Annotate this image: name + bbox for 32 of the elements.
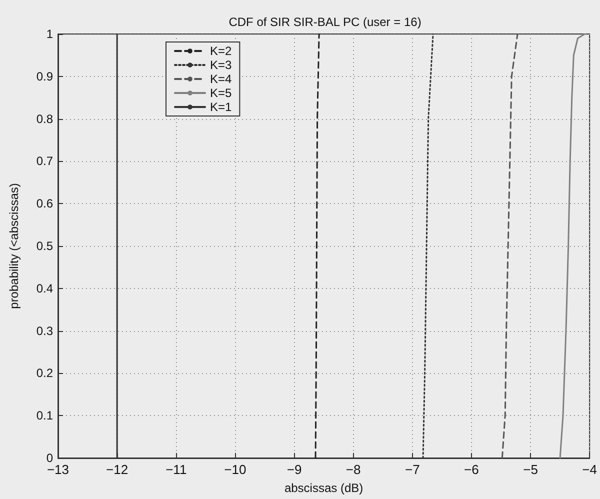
y-tick-label: 0.9 <box>36 69 54 84</box>
x-axis-title: abscissas (dB) <box>284 481 364 495</box>
x-tick-label: −6 <box>464 462 479 477</box>
y-tick-label: 1 <box>46 27 54 41</box>
y-tick-label: 0.5 <box>36 239 54 253</box>
y-tick-label: 0.3 <box>36 324 54 338</box>
y-tick-label: 0.2 <box>36 366 54 380</box>
x-tick-label: −10 <box>224 462 246 477</box>
y-tick-label: 0.6 <box>36 196 54 211</box>
line-series <box>501 33 518 459</box>
y-tick-label: 0 <box>46 451 54 465</box>
y-tick-label: 0.1 <box>36 408 54 423</box>
line-series <box>314 33 320 459</box>
chart-title: CDF of SIR SIR-BAL PC (user = 16) <box>228 15 422 29</box>
line-series <box>559 33 586 459</box>
y-tick-label: 0.4 <box>36 281 54 296</box>
x-tick-label: −4 <box>582 462 598 477</box>
legend-label: K=1 <box>210 100 232 114</box>
y-tick-label: 0.7 <box>36 154 54 168</box>
x-tick-label: −7 <box>404 462 420 477</box>
x-tick-label: −9 <box>286 462 302 477</box>
legend-label: K=2 <box>210 44 232 58</box>
x-tick-label: −12 <box>106 462 128 477</box>
y-tick-label: 0.8 <box>36 112 54 126</box>
legend-label: K=4 <box>210 72 232 86</box>
legend-label: K=3 <box>210 58 232 72</box>
x-tick-label: −8 <box>346 462 361 477</box>
x-tick-label: −11 <box>166 462 187 477</box>
x-tick-label: −5 <box>523 462 538 477</box>
legend-label: K=5 <box>210 86 232 100</box>
y-axis-title: probability (<abscissas) <box>7 183 21 309</box>
x-tick-label: −13 <box>46 462 70 477</box>
